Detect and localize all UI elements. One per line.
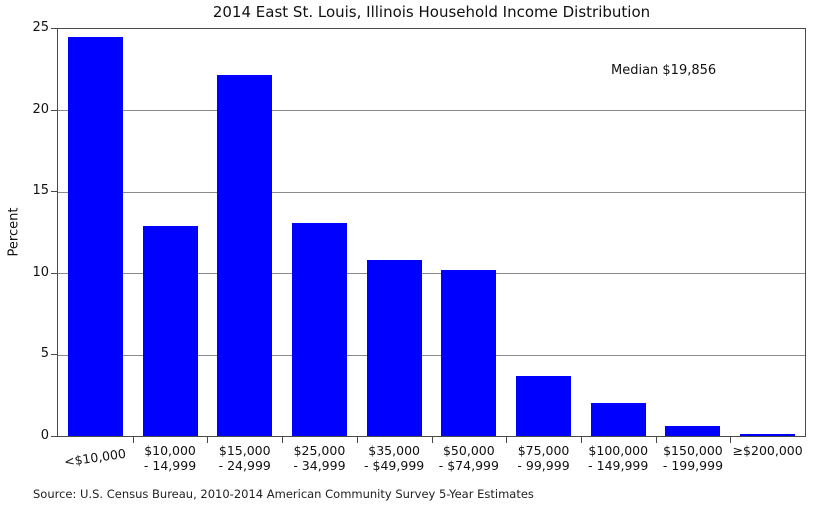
x-tick-label-line: $150,000	[663, 443, 723, 458]
plot-area: Median $19,856	[57, 28, 806, 437]
bar-2	[217, 74, 273, 436]
x-tick-8	[655, 437, 657, 443]
x-tick-label-line: - 199,999	[662, 458, 724, 473]
bar-4	[366, 260, 422, 436]
bar-6	[516, 375, 572, 436]
x-tick-label-5: $50,000- $74,999	[409, 443, 529, 473]
x-tick-6	[506, 437, 508, 443]
y-tick-25	[51, 28, 57, 29]
median-annotation: Median $19,856	[611, 63, 717, 78]
bar-1	[142, 226, 198, 436]
y-axis-label: Percent	[6, 207, 22, 257]
x-tick-label-line: - $49,999	[364, 458, 425, 473]
bar-8	[665, 426, 721, 436]
bar-5	[441, 269, 497, 436]
x-tick-label-line: - 149,999	[588, 458, 649, 473]
x-tick-label-line: $35,000	[368, 443, 420, 458]
x-tick-2	[207, 437, 209, 443]
source-note: Source: U.S. Census Bureau, 2010-2014 Am…	[33, 487, 534, 501]
gridline-20	[58, 110, 805, 112]
x-tick-5	[431, 437, 433, 443]
x-tick-9	[730, 437, 732, 443]
x-tick-label-line: $75,000	[517, 443, 570, 458]
x-tick-4	[356, 437, 358, 443]
y-tick-label-5: 5	[40, 346, 49, 362]
gridline-10	[58, 273, 805, 275]
x-tick-label-9: ≥$200,000	[708, 443, 819, 458]
x-tick-label-3: $25,000- 34,999	[259, 443, 379, 473]
x-tick-label-line: - 99,999	[517, 458, 570, 473]
y-tick-label-20: 20	[32, 101, 49, 117]
y-tick-label-15: 15	[32, 183, 49, 199]
x-tick-3	[282, 437, 284, 443]
x-tick-label-8: $150,000- 199,999	[633, 443, 753, 473]
x-tick-1	[132, 437, 134, 443]
y-tick-label-25: 25	[32, 20, 49, 35]
y-tick-label-10: 10	[32, 264, 49, 280]
chart-title: 2014 East St. Louis, Illinois Household …	[212, 3, 651, 21]
x-tick-label-line: - $74,999	[438, 458, 499, 473]
y-tick-20	[51, 109, 57, 111]
y-tick-label-0: 0	[40, 428, 49, 443]
bar-9	[740, 434, 796, 436]
x-tick-label-line: $25,000	[293, 443, 346, 458]
x-tick-label-line: ≥$200,000	[732, 443, 803, 458]
x-tick-label-line: $15,000	[218, 443, 271, 458]
y-tick-5	[51, 354, 57, 356]
x-tick-label-4: $35,000- $49,999	[334, 443, 454, 473]
x-tick-label-6: $75,000- 99,999	[484, 443, 604, 473]
y-tick-10	[51, 272, 57, 274]
x-tick-label-2: $15,000- 24,999	[185, 443, 305, 473]
x-tick-label-line: $100,000	[588, 443, 649, 458]
y-tick-15	[51, 191, 57, 193]
bar-0	[67, 37, 123, 436]
bar-7	[590, 403, 646, 436]
x-tick-label-1: $10,000- 14,999	[110, 443, 230, 473]
y-tick-0	[51, 436, 57, 437]
x-tick-label-line: - 14,999	[143, 458, 197, 473]
bar-3	[291, 222, 347, 436]
gridline-5	[58, 354, 805, 356]
x-tick-label-line: - 24,999	[218, 458, 271, 473]
x-tick-label-7: $100,000- 149,999	[558, 443, 678, 473]
x-tick-label-line: - 34,999	[293, 458, 346, 473]
x-tick-label-line: $50,000	[442, 443, 495, 458]
x-tick-label-line: $10,000	[144, 443, 196, 458]
gridline-15	[58, 191, 805, 193]
x-tick-7	[580, 437, 582, 443]
